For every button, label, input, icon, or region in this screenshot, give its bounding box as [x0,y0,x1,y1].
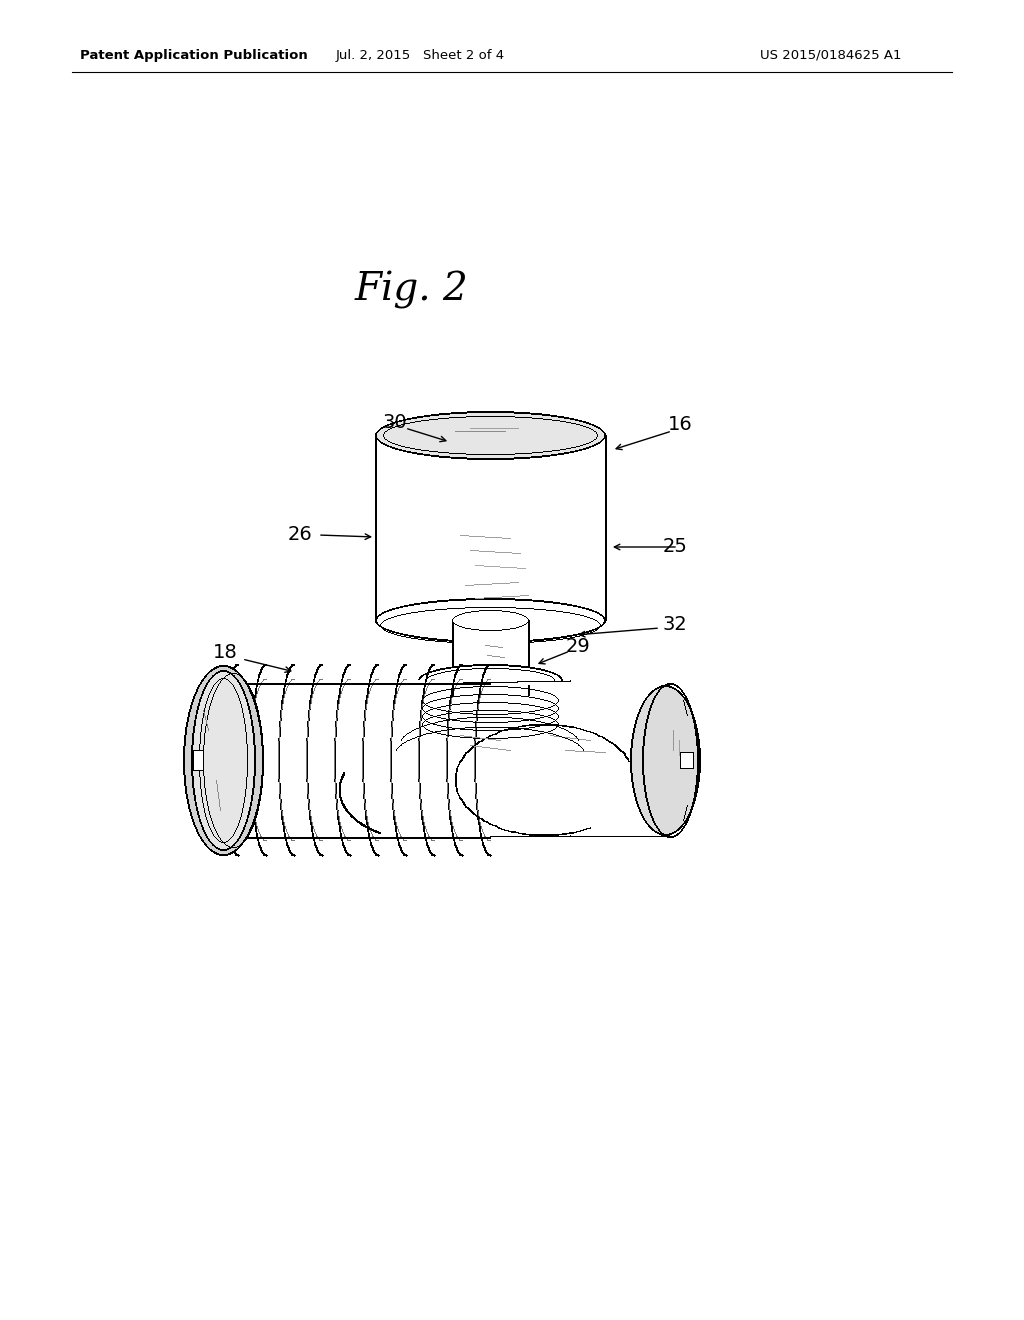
Text: 18: 18 [213,644,238,663]
Text: 25: 25 [664,537,688,557]
Text: Jul. 2, 2015   Sheet 2 of 4: Jul. 2, 2015 Sheet 2 of 4 [336,49,505,62]
Text: 32: 32 [663,615,687,635]
Text: 30: 30 [383,412,408,432]
Text: 26: 26 [288,525,312,544]
Text: Fig. 2: Fig. 2 [355,271,469,309]
Text: 16: 16 [668,416,692,434]
Text: US 2015/0184625 A1: US 2015/0184625 A1 [760,49,901,62]
Text: 29: 29 [565,638,591,656]
Text: Patent Application Publication: Patent Application Publication [80,49,308,62]
